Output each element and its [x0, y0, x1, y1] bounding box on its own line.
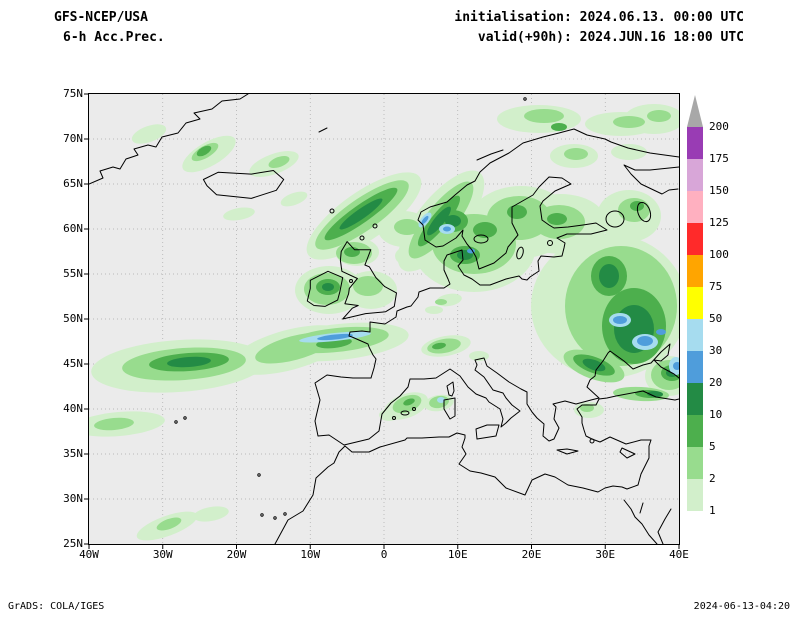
model-title: GFS-NCEP/USA — [54, 10, 148, 25]
colorbar-label-100: 100 — [709, 248, 729, 261]
lake-ladoga — [605, 210, 625, 228]
colorbar: 200 175 150 125 100 75 50 30 20 10 5 2 1 — [687, 95, 729, 543]
lat-label-35n: 35N — [63, 447, 83, 460]
lat-label-60n: 60N — [63, 222, 83, 235]
lon-label-10e: 10E — [447, 548, 468, 561]
lat-label-65n: 65N — [63, 177, 83, 190]
colorbar-cell-10-20 — [687, 383, 703, 415]
lon-label-10w: 10W — [300, 548, 321, 561]
lat-label-25n: 25N — [63, 537, 83, 550]
lon-label-30w: 30W — [152, 548, 173, 561]
colorbar-label-200: 200 — [709, 120, 729, 133]
map-plot: 75N 70N 65N 60N 55N 50N 45N 40N 35N 30N … — [63, 87, 689, 561]
map-canvas — [84, 93, 680, 549]
colorbar-cell-gt200 — [687, 95, 703, 127]
precipitation-layer — [89, 104, 679, 541]
coast-crete — [556, 448, 579, 455]
lon-label-40w: 40W — [79, 548, 99, 561]
lat-label-70n: 70N — [63, 132, 83, 145]
coastlines-layer — [89, 94, 679, 544]
coast-sardinia — [443, 397, 456, 420]
run-info-block: initialisation: 2024.06.13. 00:00 UTC va… — [454, 8, 744, 48]
lake-onega — [636, 201, 652, 223]
coast-corsica — [446, 381, 455, 397]
axis-ticks — [84, 93, 680, 549]
lat-label-55n: 55N — [63, 267, 83, 280]
lat-label-30n: 30N — [63, 492, 83, 505]
valid-line: valid(+90h): 2024.JUN.16 18:00 UTC — [477, 30, 744, 45]
lon-label-0: 0 — [380, 548, 388, 561]
colorbar-cell-50-75 — [687, 287, 703, 319]
colorbar-cell-100-125 — [687, 223, 703, 255]
coast-greenland — [89, 94, 249, 185]
lon-label-30e: 30E — [595, 548, 616, 561]
colorbar-label-30: 30 — [709, 344, 723, 357]
colorbar-cell-1-2 — [687, 479, 703, 511]
lon-label-20e: 20E — [521, 548, 542, 561]
coast-jan-mayen — [318, 127, 328, 133]
coast-ireland — [306, 270, 344, 307]
lat-label-50n: 50N — [63, 312, 83, 325]
precip-level-10 — [167, 198, 678, 398]
colorbar-label-10: 10 — [709, 408, 723, 421]
colorbar-label-20: 20 — [709, 376, 723, 389]
lon-label-40e: 40E — [669, 548, 689, 561]
lat-label-75n: 75N — [63, 87, 83, 100]
colorbar-label-2: 2 — [709, 472, 716, 485]
colorbar-label-1: 1 — [709, 504, 716, 517]
colorbar-label-150: 150 — [709, 184, 729, 197]
colorbar-cell-lt1 — [687, 511, 703, 543]
grid-lines — [89, 94, 679, 544]
coast-africa-levant-turkey — [274, 390, 679, 544]
lake-vanern — [473, 234, 489, 244]
lon-label-20w: 20W — [226, 548, 247, 561]
colorbar-label-125: 125 — [709, 216, 729, 229]
coast-lofoten — [476, 149, 504, 161]
coast-iceland — [202, 170, 285, 199]
lat-label-40n: 40N — [63, 402, 83, 415]
colorbar-cell-175-200 — [687, 127, 703, 159]
colorbar-cell-30-50 — [687, 319, 703, 351]
colorbar-cell-125-150 — [687, 191, 703, 223]
lat-label-45n: 45N — [63, 357, 83, 370]
colorbar-label-50: 50 — [709, 312, 723, 325]
product-title: 6-h Acc.Prec. — [63, 30, 165, 45]
coast-red-sea — [623, 499, 672, 544]
small-islands — [174, 97, 595, 520]
colorbar-label-75: 75 — [709, 280, 723, 293]
colorbar-cell-75-100 — [687, 255, 703, 287]
grads-credit: GrADS: COLA/IGES — [8, 601, 105, 612]
colorbar-label-175: 175 — [709, 152, 729, 165]
colorbar-cell-20-30 — [687, 351, 703, 383]
coast-iberia-mediterranean — [314, 343, 679, 446]
init-line: initialisation: 2024.06.13. 00:00 UTC — [454, 10, 744, 25]
creation-timestamp: 2024-06-13-04:20 — [693, 601, 790, 612]
coast-cyprus — [619, 447, 636, 459]
title-block: GFS-NCEP/USA 6-h Acc.Prec. — [54, 8, 165, 48]
colorbar-cell-150-175 — [687, 159, 703, 191]
coast-white-sea — [623, 164, 679, 195]
colorbar-cell-2-5 — [687, 447, 703, 479]
colorbar-label-5: 5 — [709, 440, 716, 453]
coast-west-north-europe — [348, 128, 679, 379]
coast-sicily — [475, 424, 500, 440]
colorbar-cell-5-10 — [687, 415, 703, 447]
coast-great-britain — [339, 241, 397, 320]
